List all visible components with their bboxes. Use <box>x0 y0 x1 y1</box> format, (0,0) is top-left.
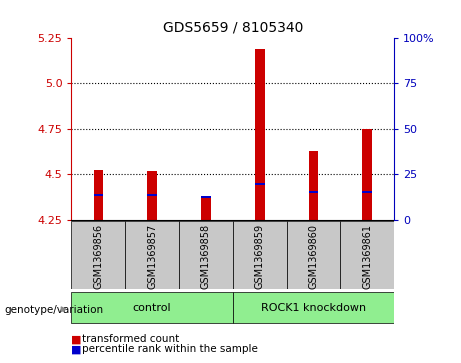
Text: control: control <box>133 303 171 313</box>
Bar <box>340 221 394 289</box>
Text: GSM1369857: GSM1369857 <box>147 224 157 289</box>
Text: transformed count: transformed count <box>82 334 179 344</box>
Bar <box>94 194 103 196</box>
Bar <box>148 171 157 220</box>
Title: GDS5659 / 8105340: GDS5659 / 8105340 <box>163 20 303 34</box>
Bar <box>125 221 179 289</box>
Bar <box>148 194 157 196</box>
Bar <box>71 292 233 323</box>
Bar <box>179 221 233 289</box>
Text: GSM1369856: GSM1369856 <box>93 224 103 289</box>
Bar <box>233 292 394 323</box>
Text: percentile rank within the sample: percentile rank within the sample <box>82 344 258 354</box>
Text: GSM1369860: GSM1369860 <box>308 224 319 289</box>
Bar <box>255 49 265 220</box>
Bar <box>201 196 211 198</box>
Bar <box>94 170 103 220</box>
Bar <box>287 221 340 289</box>
Bar <box>233 221 287 289</box>
Text: GSM1369861: GSM1369861 <box>362 224 372 289</box>
Bar <box>71 221 125 289</box>
Bar <box>201 198 211 220</box>
Bar <box>362 191 372 193</box>
Bar <box>255 183 265 185</box>
Text: ■: ■ <box>71 334 82 344</box>
Text: ■: ■ <box>71 344 82 354</box>
Bar <box>309 151 318 220</box>
Text: GSM1369858: GSM1369858 <box>201 224 211 289</box>
Text: genotype/variation: genotype/variation <box>5 305 104 315</box>
Bar <box>309 191 318 193</box>
Text: GSM1369859: GSM1369859 <box>254 224 265 289</box>
Text: ROCK1 knockdown: ROCK1 knockdown <box>261 303 366 313</box>
Bar <box>362 129 372 220</box>
